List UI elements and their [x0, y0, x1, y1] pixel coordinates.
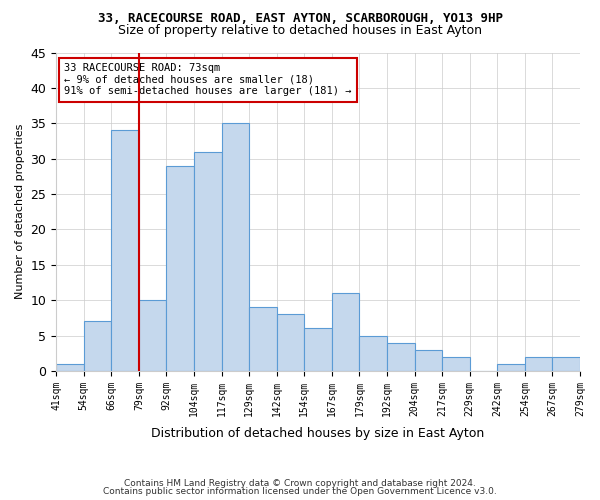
Y-axis label: Number of detached properties: Number of detached properties	[15, 124, 25, 300]
Text: 33 RACECOURSE ROAD: 73sqm
← 9% of detached houses are smaller (18)
91% of semi-d: 33 RACECOURSE ROAD: 73sqm ← 9% of detach…	[64, 63, 352, 96]
Bar	[277, 314, 304, 371]
X-axis label: Distribution of detached houses by size in East Ayton: Distribution of detached houses by size …	[151, 427, 485, 440]
Bar	[84, 322, 111, 371]
Bar	[249, 307, 277, 371]
Bar	[497, 364, 525, 371]
Bar	[525, 357, 553, 371]
Bar	[166, 166, 194, 371]
Bar	[194, 152, 221, 371]
Text: Contains public sector information licensed under the Open Government Licence v3: Contains public sector information licen…	[103, 487, 497, 496]
Bar	[387, 342, 415, 371]
Bar	[139, 300, 166, 371]
Bar	[359, 336, 387, 371]
Bar	[332, 293, 359, 371]
Bar	[111, 130, 139, 371]
Text: Size of property relative to detached houses in East Ayton: Size of property relative to detached ho…	[118, 24, 482, 37]
Bar	[553, 357, 580, 371]
Bar	[221, 124, 249, 371]
Bar	[442, 357, 470, 371]
Bar	[56, 364, 84, 371]
Bar	[415, 350, 442, 371]
Text: 33, RACECOURSE ROAD, EAST AYTON, SCARBOROUGH, YO13 9HP: 33, RACECOURSE ROAD, EAST AYTON, SCARBOR…	[97, 12, 503, 26]
Text: Contains HM Land Registry data © Crown copyright and database right 2024.: Contains HM Land Registry data © Crown c…	[124, 478, 476, 488]
Bar	[304, 328, 332, 371]
